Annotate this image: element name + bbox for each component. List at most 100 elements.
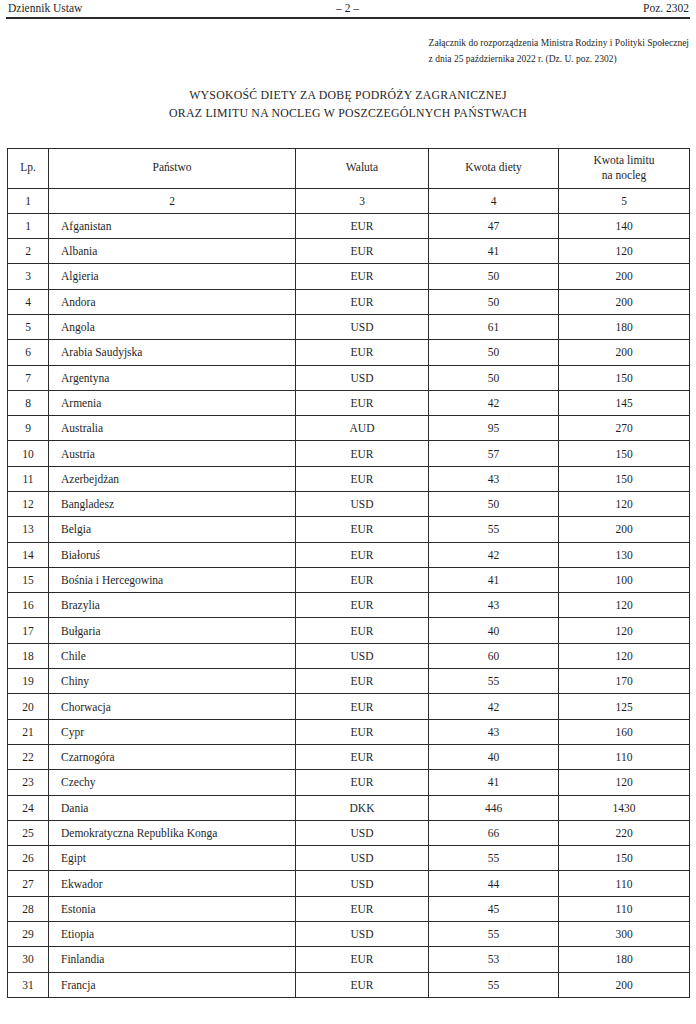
cell-country: Finlandia (49, 947, 296, 972)
cell-lp: 3 (8, 264, 49, 289)
cell-diet: 55 (429, 922, 559, 947)
cell-currency: EUR (296, 542, 429, 567)
cell-country: Armenia (49, 390, 296, 415)
cell-currency: DKK (296, 795, 429, 820)
cell-lp: 30 (8, 947, 49, 972)
table-row: 26EgiptUSD55150 (8, 846, 690, 871)
cell-limit: 170 (559, 669, 690, 694)
cell-currency: USD (296, 491, 429, 516)
cell-lp: 8 (8, 390, 49, 415)
cell-limit: 110 (559, 871, 690, 896)
cell-country: Afganistan (49, 213, 296, 238)
table-row: 14BiałoruśEUR42130 (8, 542, 690, 567)
cell-diet: 50 (429, 289, 559, 314)
cell-diet: 446 (429, 795, 559, 820)
table-row: 9AustraliaAUD95270 (8, 416, 690, 441)
cell-country: Arabia Saudyjska (49, 340, 296, 365)
cell-currency: EUR (296, 340, 429, 365)
cell-limit: 200 (559, 972, 690, 997)
cell-lp: 9 (8, 416, 49, 441)
cell-lp: 28 (8, 896, 49, 921)
colnum-2: 2 (49, 188, 296, 213)
cell-country: Chile (49, 643, 296, 668)
document-page: Dziennik Ustaw – 2 – Poz. 2302 Załącznik… (0, 0, 696, 1024)
cell-limit: 140 (559, 213, 690, 238)
cell-country: Czarnogóra (49, 744, 296, 769)
cell-country: Australia (49, 416, 296, 441)
page-number: – 2 – (336, 2, 359, 14)
cell-currency: EUR (296, 669, 429, 694)
colnum-5: 5 (559, 188, 690, 213)
cell-lp: 26 (8, 846, 49, 871)
cell-currency: USD (296, 314, 429, 339)
cell-country: Czechy (49, 770, 296, 795)
cell-lp: 20 (8, 694, 49, 719)
cell-diet: 47 (429, 213, 559, 238)
cell-lp: 31 (8, 972, 49, 997)
document-title: WYSOKOŚĆ DIETY ZA DOBĘ PODRÓŻY ZAGRANICZ… (0, 87, 696, 122)
title-line-2: ORAZ LIMITU NA NOCLEG W POSZCZEGÓLNYCH P… (0, 105, 696, 123)
cell-lp: 27 (8, 871, 49, 896)
cell-currency: EUR (296, 719, 429, 744)
colnum-1: 1 (8, 188, 49, 213)
cell-diet: 42 (429, 542, 559, 567)
cell-diet: 43 (429, 719, 559, 744)
cell-country: Francja (49, 972, 296, 997)
cell-limit: 200 (559, 264, 690, 289)
attachment-annotation: Załącznik do rozporządzenia Ministra Rod… (0, 36, 696, 67)
table-row: 8ArmeniaEUR42145 (8, 390, 690, 415)
cell-diet: 50 (429, 365, 559, 390)
cell-lp: 16 (8, 593, 49, 618)
header-lp: Lp. (8, 148, 49, 188)
cell-limit: 130 (559, 542, 690, 567)
cell-limit: 150 (559, 466, 690, 491)
cell-limit: 180 (559, 947, 690, 972)
cell-lp: 1 (8, 213, 49, 238)
table-row: 12BangladeszUSD50120 (8, 491, 690, 516)
cell-currency: EUR (296, 213, 429, 238)
header-currency: Waluta (296, 148, 429, 188)
cell-currency: USD (296, 846, 429, 871)
cell-currency: EUR (296, 390, 429, 415)
cell-limit: 120 (559, 643, 690, 668)
table-row: 23CzechyEUR41120 (8, 770, 690, 795)
table-row: 5AngolaUSD61180 (8, 314, 690, 339)
colnum-3: 3 (296, 188, 429, 213)
cell-limit: 160 (559, 719, 690, 744)
cell-limit: 270 (559, 416, 690, 441)
cell-currency: EUR (296, 770, 429, 795)
cell-limit: 120 (559, 770, 690, 795)
cell-limit: 150 (559, 846, 690, 871)
cell-country: Cypr (49, 719, 296, 744)
cell-currency: EUR (296, 466, 429, 491)
cell-diet: 44 (429, 871, 559, 896)
cell-lp: 21 (8, 719, 49, 744)
cell-diet: 50 (429, 340, 559, 365)
diet-limits-table: Lp. Państwo Waluta Kwota diety Kwota lim… (7, 148, 690, 998)
cell-lp: 22 (8, 744, 49, 769)
cell-diet: 40 (429, 744, 559, 769)
cell-lp: 6 (8, 340, 49, 365)
cell-lp: 13 (8, 517, 49, 542)
cell-limit: 150 (559, 441, 690, 466)
table-row: 27EkwadorUSD44110 (8, 871, 690, 896)
cell-diet: 43 (429, 466, 559, 491)
cell-diet: 57 (429, 441, 559, 466)
table-row: 19ChinyEUR55170 (8, 669, 690, 694)
cell-lp: 24 (8, 795, 49, 820)
cell-currency: EUR (296, 972, 429, 997)
cell-currency: EUR (296, 567, 429, 592)
cell-currency: USD (296, 922, 429, 947)
table-row: 21CyprEUR43160 (8, 719, 690, 744)
cell-limit: 220 (559, 820, 690, 845)
cell-limit: 120 (559, 239, 690, 264)
cell-diet: 41 (429, 239, 559, 264)
cell-diet: 40 (429, 618, 559, 643)
cell-country: Chorwacja (49, 694, 296, 719)
cell-diet: 61 (429, 314, 559, 339)
cell-diet: 53 (429, 947, 559, 972)
cell-country: Austria (49, 441, 296, 466)
cell-limit: 200 (559, 289, 690, 314)
table-row: 13BelgiaEUR55200 (8, 517, 690, 542)
cell-country: Andora (49, 289, 296, 314)
